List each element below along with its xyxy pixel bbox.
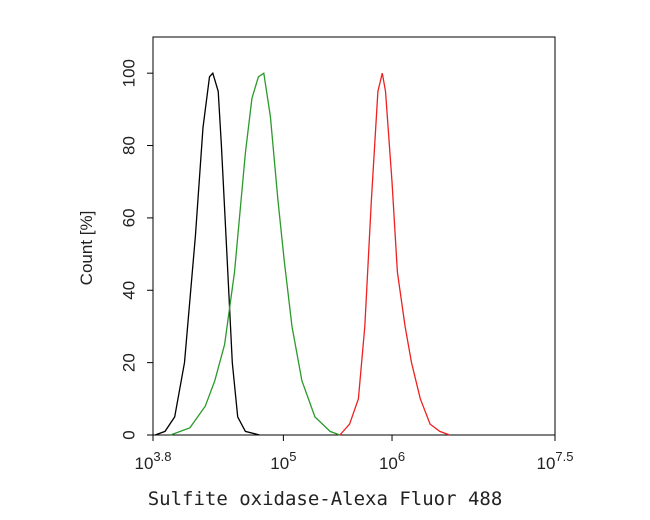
tick-base: 10 bbox=[537, 454, 556, 473]
series-line bbox=[154, 71, 260, 436]
x-tick-label: 103.8 bbox=[135, 449, 172, 473]
plot-frame bbox=[152, 36, 556, 436]
y-tick-label: 60 bbox=[119, 208, 138, 227]
x-tick-label: 107.5 bbox=[537, 449, 574, 473]
tick-base: 10 bbox=[379, 454, 398, 473]
y-tick-label: 80 bbox=[119, 136, 138, 155]
series-line bbox=[339, 73, 450, 436]
x-tick-label: 105 bbox=[270, 449, 296, 473]
x-axis-label: Sulfite oxidase-Alexa Fluor 488 bbox=[148, 488, 503, 510]
x-tick-label: 106 bbox=[379, 449, 405, 473]
tick-exponent: 7.5 bbox=[555, 449, 573, 464]
y-tick-label: 0 bbox=[119, 430, 138, 439]
y-tick-label: 20 bbox=[119, 353, 138, 372]
tick-exponent: 5 bbox=[289, 449, 296, 464]
tick-exponent: 3.8 bbox=[153, 449, 171, 464]
y-axis-label: Count [%] bbox=[77, 211, 96, 286]
y-tick-label: 100 bbox=[119, 59, 138, 87]
tick-base: 10 bbox=[135, 454, 154, 473]
tick-exponent: 6 bbox=[398, 449, 405, 464]
tick-base: 10 bbox=[270, 454, 289, 473]
y-tick-label: 40 bbox=[119, 281, 138, 300]
series-line bbox=[170, 72, 341, 436]
